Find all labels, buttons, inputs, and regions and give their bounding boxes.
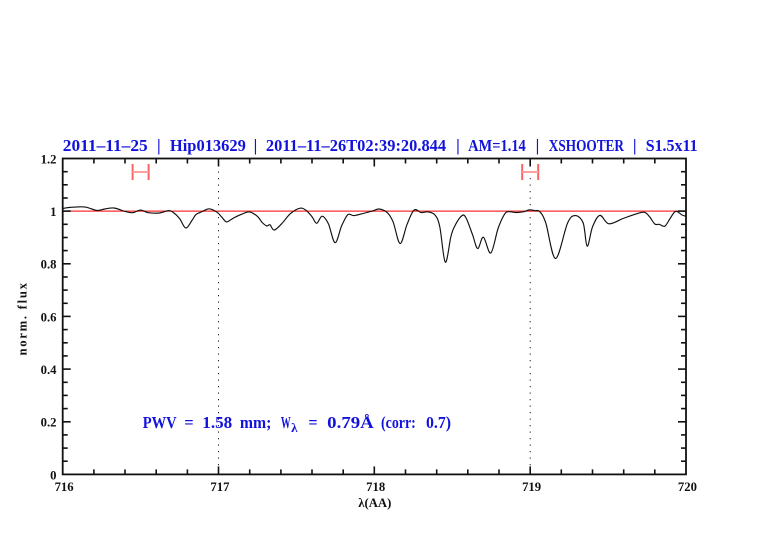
svg-text:0.6: 0.6 bbox=[41, 310, 57, 324]
svg-text:0.79Å: 0.79Å bbox=[327, 413, 374, 432]
svg-text:0.2: 0.2 bbox=[41, 416, 57, 430]
svg-text:|: | bbox=[633, 136, 637, 155]
svg-text:718: 718 bbox=[366, 480, 385, 494]
svg-text:719: 719 bbox=[522, 480, 541, 494]
svg-text:0: 0 bbox=[50, 468, 56, 482]
svg-text:λ: λ bbox=[291, 420, 298, 435]
svg-text:1: 1 bbox=[50, 205, 56, 219]
svg-text:0.8: 0.8 bbox=[41, 258, 57, 272]
svg-text:=: = bbox=[184, 413, 193, 432]
svg-text:S1.5x11: S1.5x11 bbox=[646, 136, 698, 155]
svg-text:720: 720 bbox=[678, 480, 697, 494]
svg-text:|: | bbox=[254, 136, 258, 155]
svg-text:716: 716 bbox=[55, 480, 74, 494]
svg-text:2011–11–26T02:39:20.844: 2011–11–26T02:39:20.844 bbox=[266, 136, 446, 155]
svg-text:Hip013629: Hip013629 bbox=[170, 136, 246, 155]
svg-text:1.2: 1.2 bbox=[41, 152, 57, 166]
svg-text:1.58: 1.58 bbox=[202, 413, 232, 432]
svg-text:mm;: mm; bbox=[240, 413, 272, 432]
svg-text:=: = bbox=[308, 413, 317, 432]
svg-text:717: 717 bbox=[210, 480, 230, 494]
svg-text:0.7): 0.7) bbox=[426, 413, 451, 432]
svg-text:AM=1.14: AM=1.14 bbox=[468, 136, 526, 155]
svg-text:2011–11–25: 2011–11–25 bbox=[63, 136, 148, 155]
svg-text:λ(AA): λ(AA) bbox=[358, 496, 391, 510]
svg-text:PWV: PWV bbox=[143, 413, 177, 432]
svg-text:|: | bbox=[456, 136, 460, 155]
svg-text:(corr:: (corr: bbox=[381, 413, 416, 432]
svg-text:XSHOOTER: XSHOOTER bbox=[549, 136, 625, 155]
svg-text:W: W bbox=[281, 413, 291, 432]
svg-text:norm. flux: norm. flux bbox=[16, 282, 30, 355]
svg-text:0.4: 0.4 bbox=[41, 363, 58, 377]
svg-text:|: | bbox=[536, 136, 540, 155]
svg-text:|: | bbox=[157, 136, 161, 155]
